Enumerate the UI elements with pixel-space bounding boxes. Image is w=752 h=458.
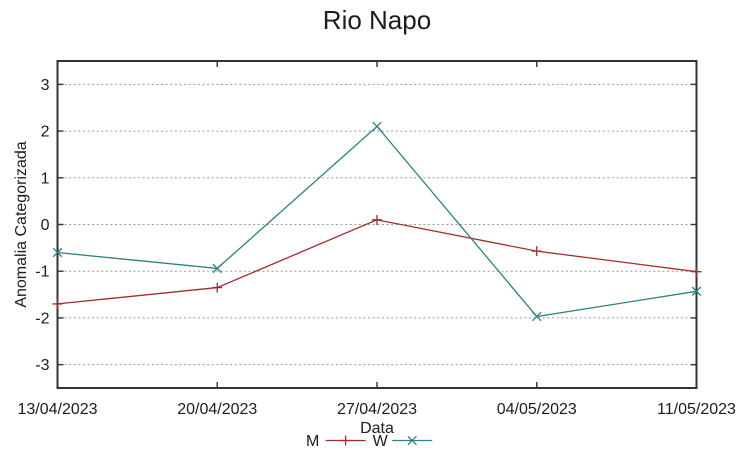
y-tick-label: -3 (35, 357, 49, 374)
plot-border (56, 60, 698, 389)
chart-title: Rio Napo (323, 5, 431, 35)
y-tick-label: -2 (35, 310, 49, 327)
legend-label-M: M (306, 433, 319, 450)
y-tick-label: -1 (35, 264, 49, 281)
series-marker-W (531, 311, 542, 322)
y-tick-label: 3 (41, 77, 50, 94)
legend-marker-W (407, 435, 417, 446)
series-marker-M (212, 282, 223, 293)
series-marker-W (212, 263, 223, 274)
series-marker-W (52, 247, 63, 258)
y-tick-label: 1 (41, 170, 50, 187)
x-tick-label: 11/05/2023 (657, 401, 736, 418)
y-tick-label: 2 (41, 124, 50, 141)
series-marker-M (691, 266, 702, 277)
x-tick-label: 27/04/2023 (337, 401, 417, 418)
x-tick-label: 13/04/2023 (17, 401, 97, 418)
legend-marker-M (340, 435, 351, 446)
series-marker-W (372, 121, 382, 132)
x-tick-label: 20/04/2023 (177, 401, 257, 418)
series-marker-M (52, 298, 63, 309)
y-tick-label: 0 (41, 217, 50, 234)
x-tick-label: 04/05/2023 (497, 401, 577, 418)
y-axis-label: Anomalia Categorizada (13, 141, 30, 307)
series-marker-M (372, 214, 382, 225)
series-marker-W (691, 286, 702, 297)
series-marker-M (531, 246, 542, 257)
x-axis-label: Data (360, 420, 394, 437)
legend-label-W: W (373, 433, 389, 450)
